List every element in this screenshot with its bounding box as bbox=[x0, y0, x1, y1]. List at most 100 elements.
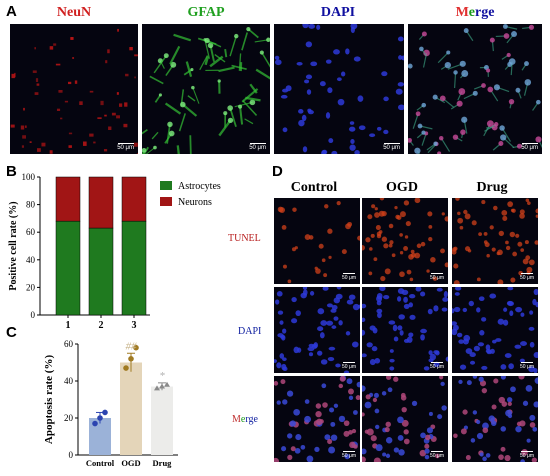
dapi-nucleus bbox=[489, 293, 497, 299]
tunel-cell bbox=[375, 225, 381, 231]
merge-fiber bbox=[440, 137, 451, 152]
neun-stain bbox=[32, 70, 37, 73]
dapi-nucleus bbox=[389, 358, 395, 363]
dapi-nucleus bbox=[388, 320, 396, 325]
gfap-cell bbox=[238, 104, 243, 109]
dapi-label: DAPI bbox=[320, 5, 356, 20]
merge-cell bbox=[458, 379, 463, 384]
merge-cell bbox=[501, 401, 508, 407]
merge-cell bbox=[314, 446, 320, 453]
tunel-cell bbox=[409, 277, 414, 282]
data-point bbox=[159, 383, 165, 389]
dapi-nucleus bbox=[533, 367, 538, 373]
scale-bar: 50 μm bbox=[520, 451, 534, 459]
dapi-nucleus bbox=[319, 332, 325, 339]
y-tick-label: 40 bbox=[64, 376, 74, 386]
merge-cell bbox=[532, 426, 538, 432]
merge-cell bbox=[428, 411, 433, 416]
dapi-nucleus bbox=[348, 126, 356, 132]
dapi-nucleus bbox=[469, 352, 476, 358]
dapi-nucleus bbox=[305, 41, 313, 48]
gfap-cell bbox=[207, 42, 214, 49]
merge-cell bbox=[460, 129, 466, 135]
tunel-cell bbox=[324, 204, 329, 209]
tunel-cell bbox=[405, 220, 411, 227]
dapi-nucleus bbox=[383, 96, 389, 102]
merge-cell bbox=[316, 418, 323, 426]
merge-cell bbox=[487, 86, 494, 93]
tunel-cell bbox=[444, 262, 448, 268]
merge-cell bbox=[387, 387, 393, 393]
neun-stain bbox=[49, 46, 54, 50]
neun-stain bbox=[136, 153, 138, 154]
merge-cell bbox=[493, 84, 500, 91]
dapi-nucleus bbox=[479, 330, 485, 336]
dapi-nucleus bbox=[456, 332, 463, 338]
dapi-nucleus bbox=[282, 328, 287, 334]
merge-cell bbox=[348, 388, 354, 395]
gfap-fiber bbox=[176, 145, 180, 154]
dapi-nucleus bbox=[346, 299, 354, 305]
merge-cell bbox=[500, 426, 507, 432]
dapi-nucleus bbox=[327, 87, 333, 94]
merge-cell bbox=[385, 453, 391, 458]
neun-stain bbox=[107, 49, 110, 54]
tunel-cell bbox=[502, 215, 508, 221]
merge-cell bbox=[338, 383, 344, 389]
neun-stain bbox=[22, 135, 26, 139]
dapi-nucleus bbox=[285, 85, 292, 92]
dapi-nucleus bbox=[358, 125, 366, 131]
merge-cell bbox=[486, 68, 491, 73]
tunel-cell bbox=[399, 211, 406, 218]
merge-cell bbox=[346, 378, 353, 385]
tunel-cell bbox=[483, 231, 488, 236]
dapi-nucleus bbox=[469, 360, 476, 365]
merge-cell bbox=[440, 381, 445, 387]
dapi-nucleus bbox=[302, 287, 308, 290]
merge-cell bbox=[470, 438, 476, 443]
tunel-cell bbox=[457, 217, 464, 224]
y-axis-label: Positive cell rate (%) bbox=[8, 201, 19, 290]
merge-cell bbox=[424, 454, 430, 460]
merge-cell bbox=[280, 379, 286, 385]
merge-cell bbox=[397, 435, 404, 441]
neun-stain bbox=[14, 72, 16, 78]
tunel-cell bbox=[414, 252, 421, 259]
merge-cell bbox=[472, 376, 478, 379]
dapi-nucleus bbox=[492, 339, 497, 344]
merge-cell bbox=[508, 58, 516, 65]
scale-bar: 50 μm bbox=[342, 451, 356, 459]
merge-cell bbox=[322, 402, 328, 408]
dapi-nucleus bbox=[408, 302, 414, 308]
tunel-cell bbox=[505, 240, 509, 245]
tunel-cell bbox=[369, 247, 373, 251]
gfap-fiber bbox=[173, 33, 192, 42]
tunel-cell bbox=[535, 214, 538, 218]
gfap-fiber bbox=[214, 53, 226, 63]
merge-cell bbox=[472, 90, 478, 96]
merge-cell bbox=[516, 143, 522, 149]
dapi-nucleus bbox=[331, 304, 338, 311]
data-point bbox=[128, 356, 134, 362]
bar-ogd bbox=[120, 362, 142, 455]
micrograph-dmerge-0: 50 μm bbox=[274, 376, 360, 462]
neun-stain bbox=[68, 132, 73, 135]
gfap-fiber bbox=[187, 95, 196, 102]
merge-cell bbox=[343, 420, 350, 427]
legend-swatch-neurons bbox=[160, 197, 172, 206]
tunel-cell bbox=[420, 241, 426, 247]
neun-stain bbox=[60, 117, 63, 120]
y-tick-label: 60 bbox=[64, 339, 74, 349]
dapi-nucleus bbox=[331, 150, 338, 154]
gfap-fiber bbox=[204, 39, 211, 59]
dapi-nucleus bbox=[302, 289, 308, 296]
merge-cell bbox=[370, 435, 377, 442]
dapi-nucleus bbox=[357, 95, 364, 102]
neun-stain bbox=[134, 76, 136, 79]
tunel-cell bbox=[517, 241, 523, 247]
gfap-fiber bbox=[182, 103, 198, 117]
dapi-nucleus bbox=[458, 339, 464, 344]
merge-cell bbox=[506, 52, 511, 58]
dapi-nucleus bbox=[326, 303, 333, 308]
dapi-nucleus bbox=[535, 301, 538, 308]
